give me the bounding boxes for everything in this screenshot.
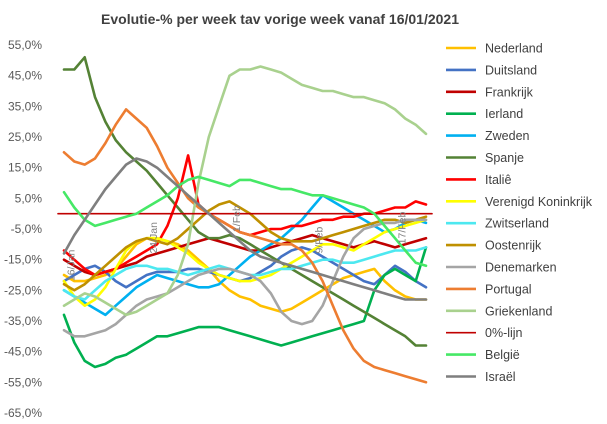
date-annotation: 9/Feb [314, 227, 326, 254]
series-line-belgi- [62, 175, 428, 268]
legend-label: Duitsland [485, 63, 537, 77]
legend-label: Denemarken [485, 261, 557, 275]
plot-area [57, 55, 433, 384]
y-tick-label: 25,0% [8, 130, 42, 144]
series-line-spanje [62, 55, 428, 347]
series-line-isra-l [62, 157, 428, 301]
y-tick-label: 15,0% [8, 161, 42, 175]
legend-label: Zwitserland [485, 217, 549, 231]
chart-title: Evolutie-% per week tav vorige week vana… [101, 11, 459, 27]
y-tick-label: 5,0% [15, 191, 43, 205]
series-line-oostenrijk [62, 200, 428, 292]
legend-label: 0%-lijn [485, 326, 523, 340]
date-annotation: 16/Jan [65, 249, 77, 281]
legend-label: Oostenrijk [485, 239, 542, 253]
series-line-denemarken [62, 218, 428, 338]
y-tick-label: -55,0% [4, 375, 42, 389]
y-tick-label: -5,0% [11, 222, 43, 236]
date-annotation: 17/Feb [396, 211, 408, 244]
y-tick-label: -65,0% [4, 406, 42, 420]
legend-label: België [485, 348, 520, 362]
y-tick-label: -35,0% [4, 314, 42, 328]
series-line-nederland [62, 236, 428, 314]
series-line-zweden [62, 194, 428, 317]
legend-label: Frankrijk [485, 85, 534, 99]
y-tick-label: -25,0% [4, 283, 42, 297]
series-line-griekenland [62, 65, 428, 317]
date-annotation: 24/Jan [148, 222, 160, 254]
legend-label: Italiê [485, 173, 511, 187]
legend-label: Zweden [485, 129, 530, 143]
legend-label: Griekenland [485, 304, 552, 318]
legend-label: Spanje [485, 151, 524, 165]
y-tick-label: 45,0% [8, 69, 42, 83]
series-line-portugal [62, 108, 428, 384]
legend-label: Nederland [485, 42, 543, 56]
series-line-ierland [62, 246, 428, 369]
y-axis: 55,0% 45,0% 35,0% 25,0% 15,0% 5,0% -5,0% -15,0%… [4, 38, 42, 420]
series-line-duitsland [62, 246, 428, 289]
legend-label: Portugal [485, 282, 532, 296]
legend: Nederland Duitsland Frankrijk Ierland Zweden… [446, 42, 593, 384]
legend-label: Ierland [485, 107, 523, 121]
y-tick-label: -15,0% [4, 253, 42, 267]
annotations: 16/Jan 24/Jan 1/Feb 9/Feb 17/Feb [65, 205, 408, 281]
legend-label: Israël [485, 370, 516, 384]
series-line-verenigd-koninkrijk [62, 218, 428, 308]
y-tick-label: 35,0% [8, 99, 42, 113]
y-tick-label: -45,0% [4, 345, 42, 359]
y-tick-label: 55,0% [8, 38, 42, 52]
date-annotation: 1/Feb [231, 205, 243, 232]
legend-label: Verenigd Koninkrijk [485, 195, 593, 209]
